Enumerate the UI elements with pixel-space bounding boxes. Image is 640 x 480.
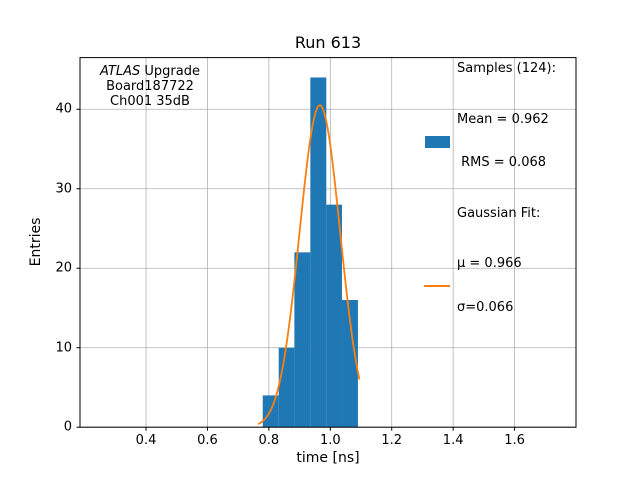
x-tick-label: 1.4 bbox=[442, 433, 464, 449]
x-tick-label: 0.6 bbox=[197, 433, 218, 449]
y-tick-label: 10 bbox=[55, 340, 72, 356]
legend-mu-label: μ = 0.966 bbox=[457, 256, 522, 271]
chart-title: Run 613 bbox=[294, 33, 362, 52]
x-tick-label: 0.8 bbox=[258, 433, 280, 449]
histogram-bar bbox=[310, 77, 327, 428]
legend-mean-label: Mean = 0.962 bbox=[457, 111, 549, 127]
x-tick-label: 1.2 bbox=[381, 433, 403, 449]
annotation-line-2: Board187722 bbox=[106, 79, 194, 94]
x-axis-label: time [ns] bbox=[296, 450, 360, 466]
y-tick-label: 30 bbox=[55, 181, 72, 197]
x-tick-label: 1.6 bbox=[504, 433, 525, 449]
legend: Samples (124): Mean = 0.962 RMS = 0.068 … bbox=[424, 61, 556, 344]
annotation-line-3: Ch001 35dB bbox=[110, 94, 190, 109]
histogram-bar bbox=[278, 347, 295, 428]
legend-fit-stats: μ = 0.966 σ=0.066 bbox=[457, 228, 522, 344]
legend-row-fit: μ = 0.966 σ=0.066 bbox=[424, 228, 556, 344]
legend-handle-samples bbox=[424, 135, 450, 148]
annotation-atlas-italic: ATLAS bbox=[100, 64, 141, 79]
y-tick-label: 0 bbox=[63, 419, 72, 435]
legend-samples-header: Samples (124): bbox=[457, 61, 556, 76]
legend-sigma-label: σ=0.066 bbox=[457, 299, 514, 315]
legend-samples-stats: Mean = 0.962 RMS = 0.068 bbox=[457, 84, 549, 200]
legend-row-samples: Mean = 0.962 RMS = 0.068 bbox=[424, 84, 556, 200]
annotation-line-1: ATLAS Upgrade bbox=[100, 64, 200, 79]
histogram-bar bbox=[326, 204, 342, 428]
x-tick-label: 0.4 bbox=[135, 433, 157, 449]
axes-spines bbox=[79, 57, 577, 428]
gaussian-fit-curve bbox=[257, 104, 361, 425]
histogram-bar bbox=[341, 300, 358, 428]
legend-row-samples-header: Samples (124): bbox=[424, 61, 556, 77]
legend-row-fit-header: Gaussian Fit: bbox=[424, 205, 556, 222]
legend-fit-header: Gaussian Fit: bbox=[457, 205, 541, 221]
histogram-swatch-icon bbox=[424, 135, 450, 148]
histogram-bar bbox=[294, 252, 311, 428]
fit-line-swatch-icon bbox=[424, 285, 450, 287]
legend-rms-label: RMS = 0.068 bbox=[457, 155, 547, 170]
annotation-upgrade-text: Upgrade bbox=[140, 64, 200, 79]
y-tick-label: 20 bbox=[55, 260, 72, 276]
y-tick-label: 40 bbox=[55, 101, 72, 117]
x-tick-label: 1.0 bbox=[319, 433, 341, 449]
atlas-annotation: ATLAS Upgrade Board187722 Ch001 35dB bbox=[100, 64, 200, 109]
y-axis-label: Entries bbox=[28, 217, 44, 267]
legend-handle-fit bbox=[424, 285, 450, 287]
